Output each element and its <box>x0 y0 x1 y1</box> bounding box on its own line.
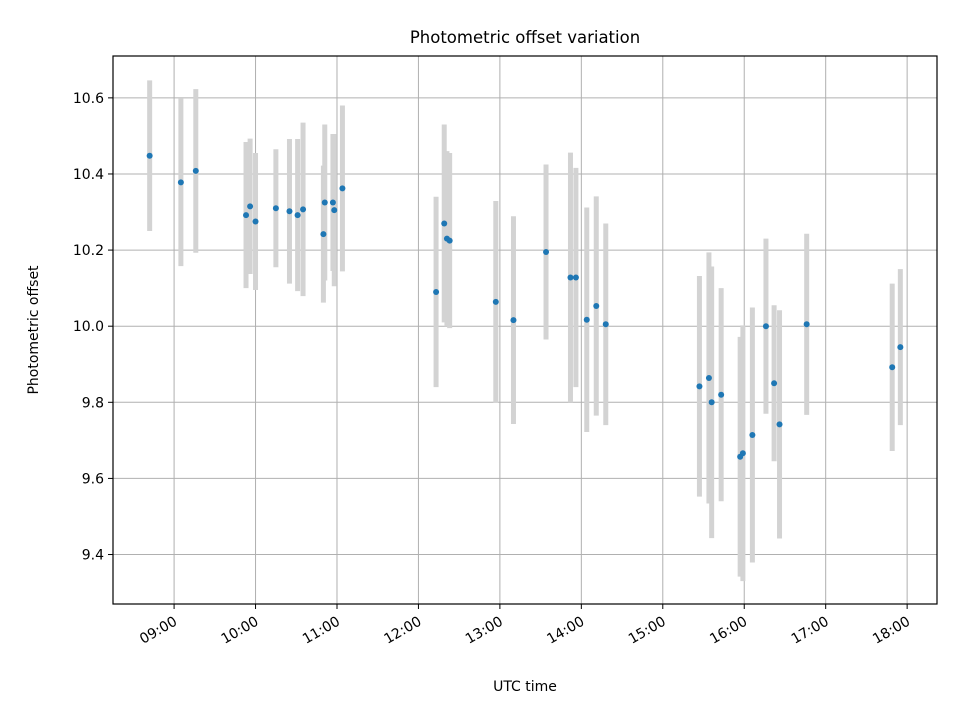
data-point <box>771 380 778 387</box>
y-tick-label: 10.6 <box>73 91 104 107</box>
data-point <box>321 199 328 206</box>
data-point <box>889 364 896 371</box>
plot-area-frame <box>112 55 938 605</box>
data-point <box>272 205 279 212</box>
data-point <box>446 237 453 244</box>
data-point <box>300 206 307 213</box>
data-point <box>252 218 259 225</box>
data-point <box>739 450 746 457</box>
data-point <box>192 167 199 174</box>
y-axis-label: Photometric offset <box>26 265 42 395</box>
data-point <box>339 185 346 192</box>
data-point <box>593 303 600 310</box>
grid <box>113 56 937 604</box>
y-tick-label: 10.0 <box>73 319 104 335</box>
data-point <box>776 421 783 428</box>
data-point <box>331 207 338 214</box>
data-point <box>708 399 715 406</box>
data-point <box>433 288 440 295</box>
data-point <box>146 152 153 159</box>
data-point <box>583 316 590 323</box>
data-point <box>247 203 254 210</box>
data-point <box>696 383 703 390</box>
data-point <box>567 274 574 281</box>
data-points <box>146 152 904 460</box>
data-point <box>543 248 550 255</box>
y-tick-label: 10.4 <box>73 167 104 183</box>
data-point <box>510 317 517 324</box>
data-point <box>718 391 725 398</box>
y-tick-label: 9.4 <box>82 548 104 564</box>
data-point <box>329 199 336 206</box>
data-point <box>441 220 448 227</box>
data-point <box>749 432 756 439</box>
y-tick-label: 10.2 <box>73 243 104 259</box>
chart-title: Photometric offset variation <box>410 28 640 47</box>
data-point <box>286 208 293 215</box>
data-point <box>762 323 769 330</box>
data-point <box>602 321 609 328</box>
y-tick-label: 9.8 <box>82 395 104 411</box>
data-point <box>705 374 712 381</box>
data-point <box>177 179 184 186</box>
data-point <box>803 321 810 328</box>
data-point <box>320 231 327 238</box>
y-tick-label: 9.6 <box>82 471 104 487</box>
data-point <box>243 212 250 219</box>
data-point <box>897 344 904 351</box>
data-point <box>572 274 579 281</box>
x-axis-label: UTC time <box>493 679 557 695</box>
data-point <box>492 298 499 305</box>
data-point <box>294 212 301 219</box>
